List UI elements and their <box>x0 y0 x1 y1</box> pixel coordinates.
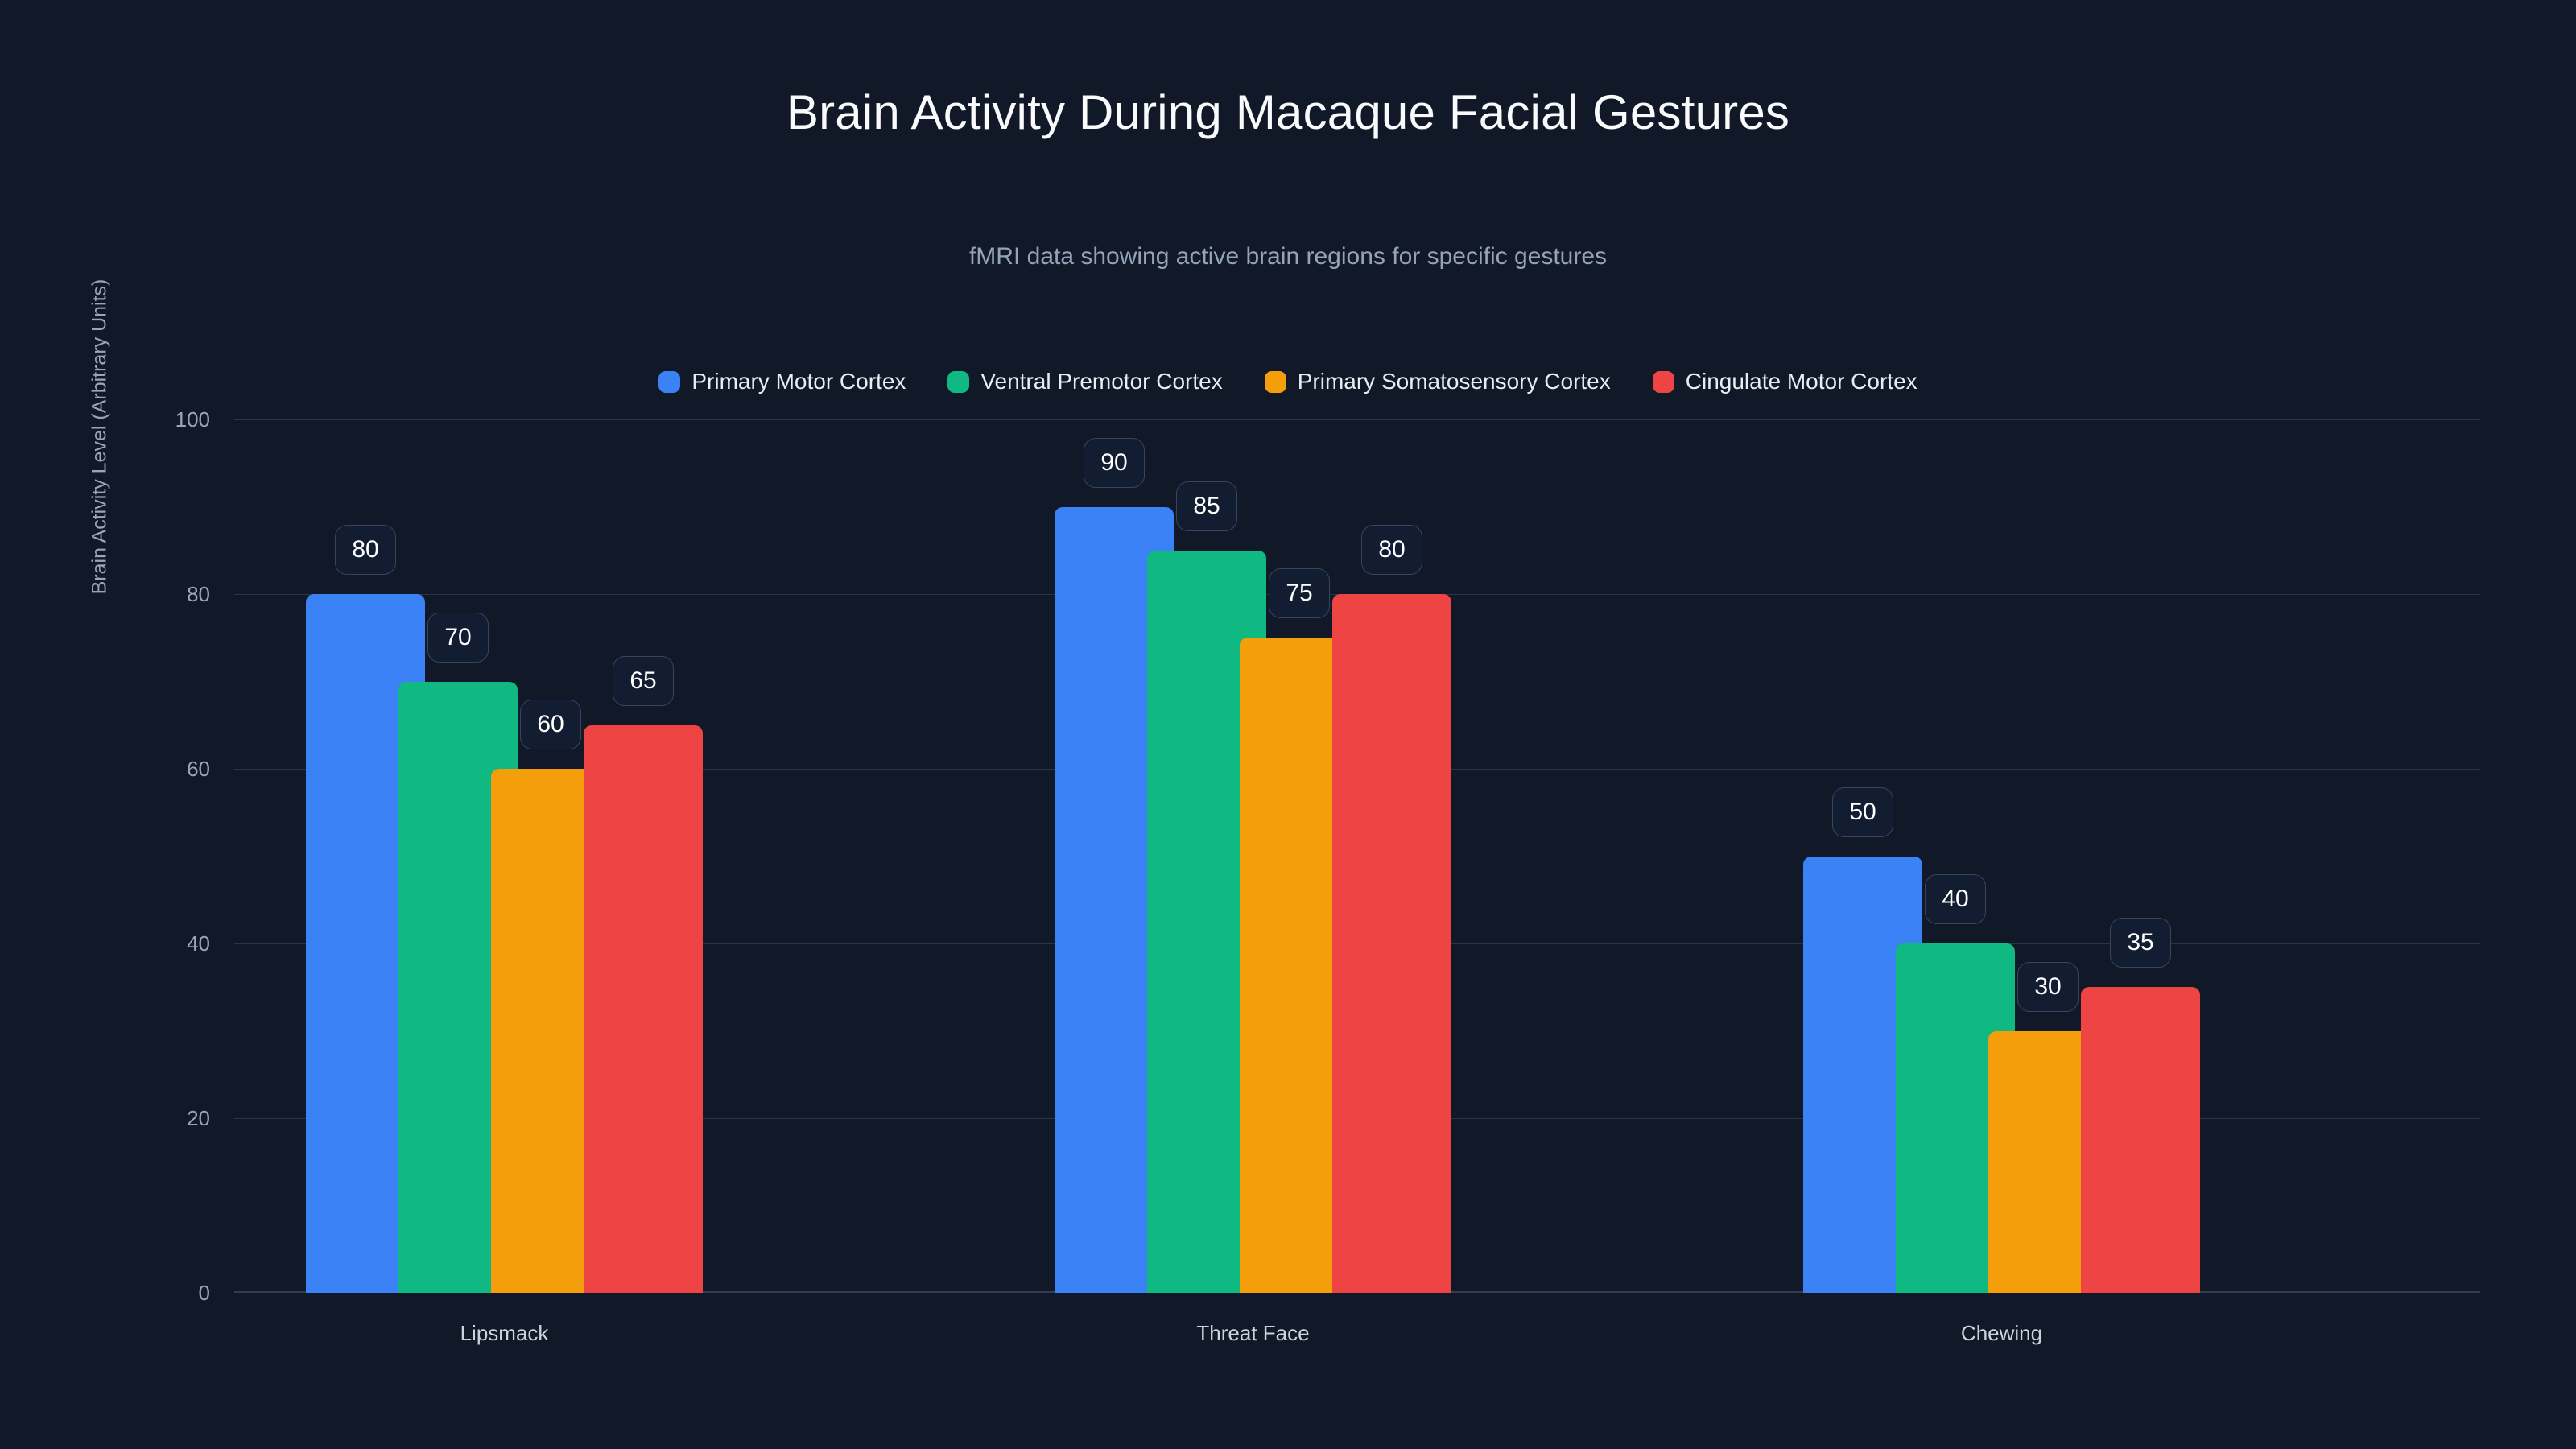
legend-item-label: Primary Somatosensory Cortex <box>1297 369 1611 394</box>
legend-item[interactable]: Primary Somatosensory Cortex <box>1264 369 1611 394</box>
bar-value-label: 40 <box>1925 874 1986 924</box>
bar-value-label: 80 <box>1361 525 1422 575</box>
y-axis-tick-label: 80 <box>187 582 210 606</box>
x-axis-tick-label: Lipsmack <box>460 1321 549 1345</box>
plot-area <box>234 419 2480 1293</box>
y-axis-title-text: Brain Activity Level (Arbitrary Units) <box>88 279 111 595</box>
y-axis-tick-label: 20 <box>187 1106 210 1130</box>
bar-value-label: 70 <box>427 612 489 663</box>
y-axis-tick-label: 40 <box>187 931 210 956</box>
legend-swatch-icon <box>947 370 970 393</box>
y-axis-tick-label: 0 <box>198 1281 210 1305</box>
y-axis-tick-label: 60 <box>187 757 210 781</box>
chart-subtitle: fMRI data showing active brain regions f… <box>968 243 1608 270</box>
legend-swatch-icon <box>658 370 681 393</box>
legend-swatch-icon <box>1264 370 1286 393</box>
bar-value-label: 80 <box>335 525 396 575</box>
legend-item-label: Cingulate Motor Cortex <box>1685 369 1918 394</box>
legend-item-label: Primary Motor Cortex <box>691 369 906 394</box>
bar[interactable] <box>584 724 703 1293</box>
x-axis-tick-label: Chewing <box>1960 1321 2043 1345</box>
bar-value-label: 75 <box>1269 568 1330 619</box>
bar-value-label: 50 <box>1832 786 1893 837</box>
bar-value-label: 35 <box>2110 918 2171 968</box>
chart-title: Brain Activity During Macaque Facial Ges… <box>786 85 1790 139</box>
bar[interactable] <box>2081 987 2200 1293</box>
chart-legend: Primary Motor Cortex Ventral Premotor Cor… <box>0 370 2576 393</box>
legend-item[interactable]: Ventral Premotor Cortex <box>947 369 1223 394</box>
bar-value-label: 30 <box>2017 961 2079 1012</box>
bar-value-label: 90 <box>1084 437 1145 488</box>
y-axis-title: Brain Activity Level (Arbitrary Units) <box>84 0 116 873</box>
legend-swatch-icon <box>1652 370 1674 393</box>
bar-value-label: 60 <box>520 700 581 749</box>
x-axis-tick-label: Threat Face <box>1196 1321 1310 1345</box>
gridline <box>234 419 2480 420</box>
y-axis-tick-label: 100 <box>175 407 210 431</box>
legend-item-label: Ventral Premotor Cortex <box>980 369 1223 394</box>
bar-value-label: 65 <box>613 655 674 706</box>
bar-value-label: 85 <box>1176 481 1237 531</box>
bar[interactable] <box>1332 594 1451 1293</box>
legend-item[interactable]: Cingulate Motor Cortex <box>1652 369 1918 394</box>
legend-item[interactable]: Primary Motor Cortex <box>658 370 906 393</box>
